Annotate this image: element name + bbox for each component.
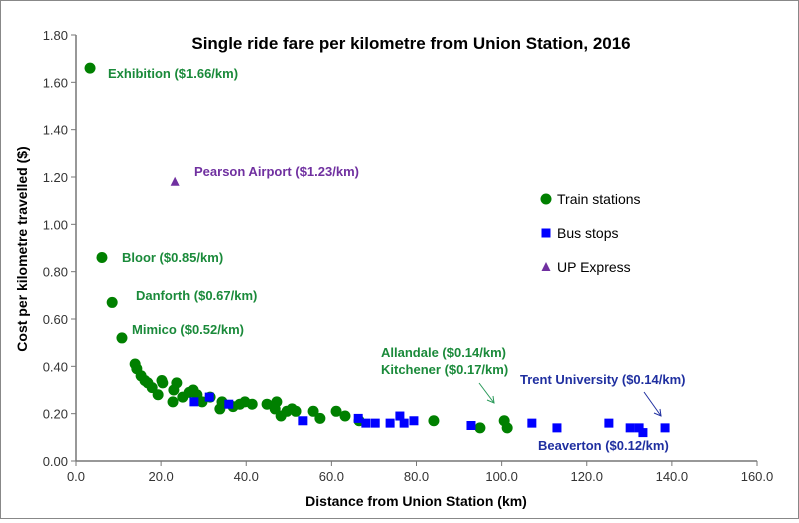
annotation-arrow bbox=[478, 382, 495, 404]
legend-marker bbox=[541, 262, 551, 271]
x-tick-label: 80.0 bbox=[404, 469, 429, 484]
annotation-label: Allandale ($0.14/km) bbox=[381, 345, 506, 360]
x-tick-label: 60.0 bbox=[319, 469, 344, 484]
data-point-square bbox=[634, 423, 644, 433]
data-point-square bbox=[361, 418, 371, 428]
data-point-square bbox=[385, 418, 395, 428]
chart-title: Single ride fare per kilometre from Unio… bbox=[191, 34, 630, 53]
annotation-arrow bbox=[643, 391, 662, 417]
data-point-circle bbox=[428, 415, 440, 427]
data-point-circle bbox=[501, 422, 513, 434]
data-point-circle bbox=[261, 398, 273, 410]
legend-label: Bus stops bbox=[557, 225, 618, 241]
data-point-circle bbox=[214, 403, 226, 415]
data-point-square bbox=[552, 423, 562, 433]
data-point-square bbox=[353, 413, 363, 423]
data-point-circle bbox=[246, 398, 258, 410]
y-tick-label: 1.40 bbox=[43, 123, 68, 138]
x-tick-label: 20.0 bbox=[148, 469, 173, 484]
annotation-label: Beaverton ($0.12/km) bbox=[538, 438, 669, 453]
data-point-square bbox=[298, 416, 308, 426]
data-point-circle bbox=[290, 405, 302, 417]
x-tick-label: 0.0 bbox=[67, 469, 85, 484]
data-point-circle bbox=[106, 296, 118, 308]
annotation-label: Bloor ($0.85/km) bbox=[122, 250, 223, 265]
legend-marker bbox=[540, 193, 552, 205]
data-point-square bbox=[660, 423, 670, 433]
arrow-head-icon bbox=[653, 408, 662, 417]
data-point-circle bbox=[271, 396, 283, 408]
legend-label: Train stations bbox=[557, 191, 641, 207]
data-point-circle bbox=[314, 412, 326, 424]
x-tick-label: 100.0 bbox=[485, 469, 518, 484]
data-point-square bbox=[399, 418, 409, 428]
annotation-label: Mimico ($0.52/km) bbox=[132, 322, 244, 337]
data-point-triangle bbox=[170, 176, 180, 186]
data-point-circle bbox=[307, 405, 319, 417]
data-point-circle bbox=[474, 422, 486, 434]
y-tick-label: 1.20 bbox=[43, 170, 68, 185]
y-tick-label: 0.60 bbox=[43, 312, 68, 327]
y-tick-label: 0.00 bbox=[43, 454, 68, 469]
data-point-square bbox=[204, 392, 214, 402]
arrow-head-icon bbox=[486, 395, 495, 404]
annotation-label: Exhibition ($1.66/km) bbox=[108, 66, 238, 81]
x-tick-label: 40.0 bbox=[234, 469, 259, 484]
y-tick-label: 1.00 bbox=[43, 217, 68, 232]
data-point-circle bbox=[339, 410, 351, 422]
data-point-square bbox=[395, 411, 405, 421]
x-axis-label: Distance from Union Station (km) bbox=[305, 493, 527, 509]
y-tick-label: 1.80 bbox=[43, 28, 68, 43]
data-point-circle bbox=[152, 389, 164, 401]
data-point-square bbox=[638, 428, 648, 438]
data-point-square bbox=[527, 418, 537, 428]
data-point-circle bbox=[96, 251, 108, 263]
data-point-circle bbox=[116, 332, 128, 344]
y-tick-label: 1.60 bbox=[43, 75, 68, 90]
data-point-square bbox=[625, 423, 635, 433]
y-tick-label: 0.40 bbox=[43, 359, 68, 374]
data-point-square bbox=[189, 397, 199, 407]
annotation-label: Danforth ($0.67/km) bbox=[136, 288, 257, 303]
y-tick-label: 0.80 bbox=[43, 265, 68, 280]
data-point-square bbox=[409, 416, 419, 426]
data-point-square bbox=[224, 399, 234, 409]
data-point-circle bbox=[167, 396, 179, 408]
data-point-square bbox=[604, 418, 614, 428]
legend-label: UP Express bbox=[557, 259, 631, 275]
annotation-label: Pearson Airport ($1.23/km) bbox=[194, 164, 359, 179]
annotation-label: Trent University ($0.14/km) bbox=[520, 372, 685, 387]
x-tick-label: 120.0 bbox=[570, 469, 603, 484]
y-tick-label: 0.20 bbox=[43, 407, 68, 422]
data-point-circle bbox=[168, 384, 180, 396]
data-point-square bbox=[370, 418, 380, 428]
data-point-circle bbox=[157, 377, 169, 389]
x-tick-label: 140.0 bbox=[656, 469, 689, 484]
data-point-square bbox=[466, 421, 476, 430]
x-tick-label: 160.0 bbox=[741, 469, 774, 484]
data-point-circle bbox=[330, 405, 342, 417]
legend-marker bbox=[541, 228, 551, 238]
annotation-label: Kitchener ($0.17/km) bbox=[381, 362, 508, 377]
y-axis-label: Cost per kilometre travelled ($) bbox=[14, 146, 30, 351]
data-point-circle bbox=[84, 62, 96, 74]
